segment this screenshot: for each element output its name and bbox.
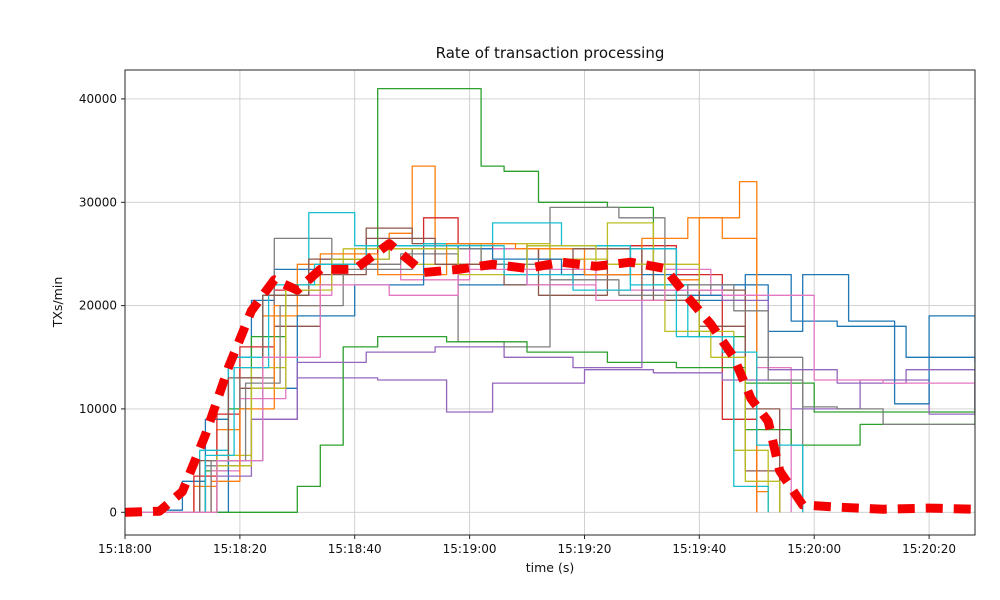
- x-tick-label: 15:19:20: [558, 542, 612, 556]
- series-line-node-04: [125, 217, 758, 513]
- y-tick-label: 10000: [79, 402, 117, 416]
- y-tick-label: 0: [109, 505, 117, 519]
- series-group: [125, 87, 975, 513]
- series-line-node-13: [125, 335, 975, 513]
- series-line-node-18: [125, 245, 804, 513]
- plot-border: [124, 69, 976, 536]
- median-group: [125, 239, 975, 517]
- x-tick-label: 15:19:00: [443, 542, 497, 556]
- series-line-node-08: [125, 206, 804, 513]
- axis-ticks: 15:18:00 15:18:20 15:18:40 15:19:00 15:19:20…: [79, 92, 956, 556]
- y-axis-label: TXs/min: [50, 277, 65, 329]
- x-tick-label: 15:18:40: [328, 542, 382, 556]
- median-line: [125, 239, 975, 517]
- chart-title: Rate of transaction processing: [436, 44, 665, 62]
- series-line-node-05: [125, 369, 975, 513]
- x-tick-label: 15:18:00: [98, 542, 152, 556]
- series-line-node-12: [125, 217, 758, 513]
- series-line-node-17: [125, 245, 781, 513]
- series-line-node-15: [125, 237, 781, 513]
- x-axis-label: time (s): [526, 560, 574, 575]
- y-tick-label: 30000: [79, 195, 117, 209]
- series-line-node-19: [125, 268, 975, 513]
- x-tick-label: 15:20:00: [787, 542, 841, 556]
- x-tick-label: 15:20:20: [902, 542, 956, 556]
- series-line-node-16: [125, 248, 975, 513]
- y-tick-label: 40000: [79, 92, 117, 106]
- x-tick-label: 15:18:20: [213, 542, 267, 556]
- x-tick-label: 15:19:40: [672, 542, 726, 556]
- y-tick-label: 20000: [79, 299, 117, 313]
